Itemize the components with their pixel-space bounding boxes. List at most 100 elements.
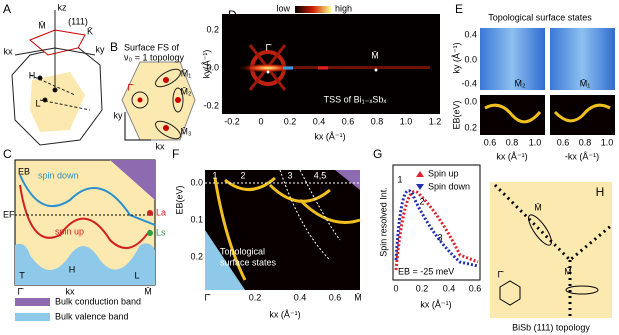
tick-label: 0.0: [190, 177, 203, 187]
label: EB(eV): [451, 100, 461, 129]
label: E: [455, 2, 463, 16]
label: F: [172, 147, 179, 161]
fs-map: [222, 6, 440, 114]
tick-label: 0.0: [464, 54, 477, 64]
tick-label: 0.4: [443, 283, 456, 293]
label: M̄: [564, 266, 572, 276]
label: surface states: [220, 257, 277, 267]
legend-label: Spin up: [428, 168, 459, 178]
label: ky (Å⁻¹): [451, 42, 461, 73]
tick-label: 0: [393, 283, 398, 293]
label: kx (Å⁻¹): [314, 131, 345, 141]
label: Γ̄: [498, 269, 505, 279]
tick-label: 0.2: [190, 251, 203, 261]
label: M̄₃: [180, 126, 191, 136]
label: 1: [212, 170, 217, 180]
tick-label: 1.2: [429, 116, 442, 126]
label: kx (Å⁻¹): [420, 299, 451, 309]
label: spin down: [38, 170, 79, 180]
label: EB = -25 meV: [398, 266, 454, 276]
label: Surface FS of: [124, 42, 180, 52]
brillouin-zone: [11, 10, 103, 146]
label: Ls: [156, 227, 166, 237]
label: T: [19, 270, 25, 280]
label: low: [276, 3, 290, 13]
tick-label: -0.4: [461, 78, 477, 88]
label: EF: [3, 209, 15, 219]
label: H: [29, 70, 36, 80]
label: spin up: [55, 226, 84, 236]
label: 3: [437, 232, 442, 242]
legend-label: Spin down: [428, 181, 470, 191]
label: M̄₁: [580, 78, 591, 88]
label: Γ̄: [128, 82, 135, 92]
label: kx (Å⁻¹): [496, 151, 527, 161]
label: H: [69, 264, 76, 274]
label: M̄₂: [181, 86, 192, 96]
tick-label: 0.8: [506, 137, 519, 147]
label: 2: [240, 170, 245, 180]
label: Topological surface states: [488, 12, 592, 22]
label: La: [156, 207, 166, 217]
panel-letter: H: [596, 185, 605, 199]
label: M̄₂: [515, 78, 526, 88]
tick-label: 0.2: [206, 24, 219, 34]
label: high: [335, 3, 352, 13]
label: L: [35, 98, 40, 108]
arpes-dispersion: [205, 169, 361, 290]
label: BiSb (111) topology: [512, 322, 590, 332]
label: ky: [96, 44, 106, 54]
band-schematic: [14, 159, 156, 321]
label: Spin resolved Int.: [378, 187, 388, 257]
label: TSS of Bi₁₋ₓSbₓ: [324, 94, 387, 104]
label: EB(eV): [174, 185, 184, 214]
label: M̄: [144, 286, 152, 296]
label: kx: [66, 286, 76, 296]
label: kx: [156, 141, 166, 151]
label: ky: [114, 110, 124, 120]
topology-diagram: [490, 182, 613, 318]
tick-label: 0.4: [313, 116, 326, 126]
label: D: [228, 8, 237, 22]
label: M̄₁: [181, 68, 192, 78]
tick-label: 0.2: [464, 122, 477, 132]
tick-label: 0.2: [416, 283, 429, 293]
tss-maps: [480, 28, 615, 135]
label: ν₀ = 1 topology: [124, 52, 185, 62]
legend-label: Bulk valence band: [55, 311, 129, 321]
tick-label: -0.2: [203, 100, 219, 110]
label: EB: [18, 166, 30, 176]
tick-label: 0.6: [329, 292, 342, 302]
tick-label: 0.4: [294, 292, 307, 302]
label: kz: [58, 2, 68, 12]
tick-label: 0.2: [284, 116, 297, 126]
legend-label: Bulk conduction band: [55, 296, 141, 306]
surface-fs-diagram: [121, 61, 196, 141]
label: M̄: [371, 50, 379, 60]
label: Γ̄: [266, 42, 273, 52]
label: 4,5: [314, 170, 327, 180]
tick-label: 0.8: [579, 137, 592, 147]
label: K̄: [87, 26, 93, 36]
tick-label: 1.0: [601, 137, 614, 147]
label: kx: [4, 46, 14, 56]
label: C: [3, 147, 12, 161]
label: kx (Å⁻¹): [269, 309, 300, 319]
tick-label: 0.0: [206, 62, 219, 72]
label: Γ̄: [205, 292, 212, 302]
label: M̄: [38, 20, 46, 30]
tick-label: 0.0: [464, 96, 477, 106]
tick-label: 1.0: [400, 116, 413, 126]
tick-label: 0.6: [484, 137, 497, 147]
tick-label: 0.6: [469, 283, 482, 293]
tick-label: 0.6: [342, 116, 355, 126]
label: M̄: [354, 292, 362, 302]
label: L: [134, 270, 139, 280]
tick-label: 0.6: [557, 137, 570, 147]
tick-label: 0.2: [249, 292, 262, 302]
tick-label: -0.2: [224, 116, 240, 126]
label: 3: [287, 170, 292, 180]
tick-label: 0.4: [464, 29, 477, 39]
label: M̄: [534, 202, 542, 212]
label: Topological: [220, 246, 265, 256]
